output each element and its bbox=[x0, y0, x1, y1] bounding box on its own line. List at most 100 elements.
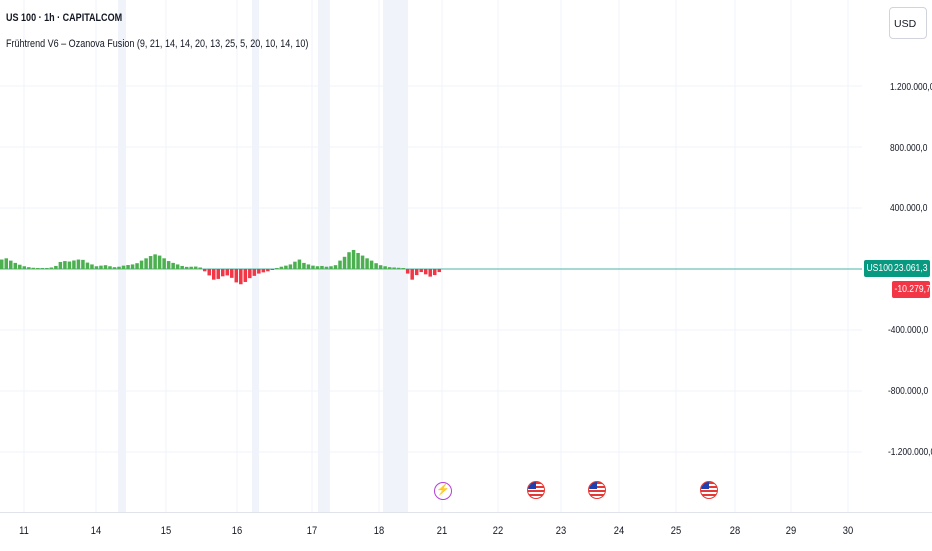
histogram-bar bbox=[63, 261, 67, 269]
histogram-bar bbox=[27, 267, 31, 269]
indicator-value-tag: -10.279,7 bbox=[892, 281, 931, 298]
histogram-bar bbox=[243, 269, 248, 282]
grid-lines bbox=[0, 0, 862, 512]
session-shade bbox=[118, 0, 126, 512]
symbol-title[interactable]: US 100 · 1h · CAPITALCOM bbox=[6, 12, 123, 24]
histogram-bar bbox=[324, 266, 329, 269]
histogram-bar bbox=[401, 268, 405, 269]
histogram-bar bbox=[198, 267, 202, 269]
histogram-bar bbox=[94, 266, 99, 269]
indicator-chart[interactable] bbox=[0, 0, 862, 512]
currency-button[interactable]: USD bbox=[889, 7, 927, 39]
histogram-bar bbox=[36, 268, 40, 269]
time-label: 21 bbox=[436, 525, 448, 537]
histogram-bar bbox=[0, 259, 4, 270]
time-label: 24 bbox=[613, 525, 625, 537]
histogram-bar bbox=[117, 266, 121, 269]
histogram-bar bbox=[144, 258, 148, 269]
histogram-bar bbox=[315, 266, 320, 269]
histogram-bar bbox=[297, 259, 302, 270]
histogram-bar bbox=[121, 265, 126, 269]
histogram-bar bbox=[85, 262, 90, 269]
time-label: 15 bbox=[160, 525, 172, 537]
histogram-bar bbox=[266, 269, 270, 272]
price-scale[interactable]: 1.200.000,0 800.000,0 400.000,0 -400.000… bbox=[862, 0, 932, 512]
histogram-bar bbox=[153, 254, 157, 269]
price-label: -800.000,0 bbox=[888, 385, 929, 397]
histogram-bar bbox=[360, 255, 365, 269]
histogram-bar bbox=[126, 265, 130, 269]
histogram-bar bbox=[387, 267, 392, 269]
histogram-bars bbox=[0, 249, 441, 285]
histogram-bar bbox=[45, 268, 49, 269]
histogram-bar bbox=[365, 258, 369, 269]
histogram-bar bbox=[148, 256, 153, 269]
histogram-bar bbox=[320, 265, 324, 269]
histogram-bar bbox=[81, 259, 85, 269]
histogram-bar bbox=[171, 262, 175, 269]
histogram-bar bbox=[112, 267, 117, 269]
histogram-bar bbox=[410, 269, 414, 280]
histogram-bar bbox=[184, 266, 189, 269]
histogram-bar bbox=[49, 267, 54, 269]
histogram-bar bbox=[342, 256, 347, 269]
time-label: 30 bbox=[842, 525, 854, 537]
histogram-bar bbox=[72, 260, 76, 269]
histogram-bar bbox=[54, 265, 58, 269]
histogram-bar bbox=[189, 266, 193, 269]
chart-area[interactable]: US 100 · 1h · CAPITALCOM Frühtrend V6 – … bbox=[0, 0, 862, 512]
histogram-bar bbox=[108, 266, 112, 269]
last-price-tag: US100 23.061,3 bbox=[864, 260, 930, 277]
histogram-bar bbox=[175, 264, 180, 270]
histogram-bar bbox=[428, 269, 432, 277]
histogram-bar bbox=[193, 266, 198, 269]
histogram-bar bbox=[211, 269, 216, 280]
histogram-bar bbox=[347, 252, 351, 269]
price-label: 1.200.000,0 bbox=[890, 81, 932, 93]
time-label: 17 bbox=[306, 525, 318, 537]
histogram-bar bbox=[275, 268, 279, 269]
histogram-bar bbox=[369, 260, 374, 269]
indicator-title[interactable]: Frühtrend V6 – Ozanova Fusion (9, 21, 14… bbox=[6, 38, 309, 50]
histogram-bar bbox=[180, 265, 184, 269]
histogram-bar bbox=[293, 261, 297, 269]
histogram-bar bbox=[248, 269, 252, 279]
histogram-bar bbox=[392, 267, 396, 269]
price-label: 800.000,0 bbox=[890, 142, 928, 154]
histogram-bar bbox=[414, 269, 419, 276]
us-flag-icon[interactable] bbox=[527, 481, 545, 499]
lightning-icon[interactable]: ⚡ bbox=[434, 482, 452, 500]
histogram-bar bbox=[419, 269, 423, 273]
histogram-bar bbox=[239, 269, 243, 285]
histogram-bar bbox=[76, 259, 81, 270]
histogram-bar bbox=[338, 260, 342, 269]
time-label: 28 bbox=[729, 525, 741, 537]
time-label: 14 bbox=[90, 525, 102, 537]
histogram-bar bbox=[270, 269, 275, 270]
time-label: 18 bbox=[373, 525, 385, 537]
us-flag-icon[interactable] bbox=[588, 481, 606, 499]
histogram-bar bbox=[288, 264, 293, 270]
histogram-bar bbox=[166, 261, 171, 269]
histogram-bar bbox=[67, 261, 72, 269]
time-axis[interactable]: 11 14 15 16 17 18 21 22 23 24 25 28 29 3… bbox=[0, 512, 932, 551]
histogram-bar bbox=[225, 269, 230, 276]
symbol-tag-label: US100 bbox=[866, 262, 893, 274]
histogram-bar bbox=[351, 249, 356, 269]
session-shading bbox=[118, 0, 408, 512]
us-flag-icon[interactable] bbox=[700, 481, 718, 499]
histogram-bar bbox=[202, 269, 207, 272]
price-label: -1.200.000,0 bbox=[888, 446, 932, 458]
histogram-bar bbox=[99, 265, 103, 269]
histogram-bar bbox=[423, 269, 428, 275]
histogram-bar bbox=[139, 260, 144, 269]
histogram-bar bbox=[405, 269, 410, 274]
histogram-bar bbox=[234, 269, 239, 283]
histogram-bar bbox=[396, 267, 401, 269]
histogram-bar bbox=[257, 269, 261, 274]
session-shade bbox=[318, 0, 330, 512]
price-label: -400.000,0 bbox=[888, 324, 929, 336]
histogram-bar bbox=[284, 265, 288, 269]
histogram-bar bbox=[437, 269, 441, 273]
histogram-bar bbox=[311, 265, 315, 269]
